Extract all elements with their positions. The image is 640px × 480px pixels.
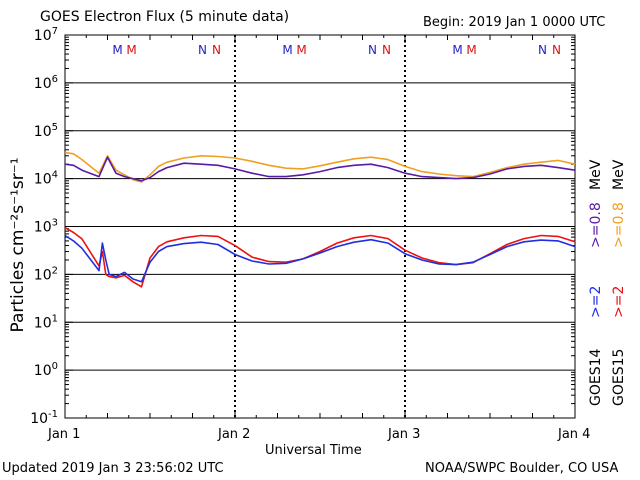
x-tick-label: Jan 1 [48,427,81,442]
marker-m: M [452,43,462,57]
goes14-ge08-label: >=0.8 [588,202,604,248]
x-axis-label: Universal Time [265,443,362,458]
goes14-ge2-label: >=2 [588,285,604,318]
y-tick-label: 100 [34,361,58,379]
series-goes15-ge08 [64,151,576,183]
chart-title: GOES Electron Flux (5 minute data) [40,9,290,25]
x-tick-label: Jan 3 [388,427,421,442]
goes15-label: GOES15 [611,348,627,406]
marker-m: M [296,43,306,57]
marker-m: M [282,43,292,57]
y-tick-label: 101 [34,313,58,331]
marker-m: M [466,43,476,57]
goes15-ge2-label: >=2 [611,285,627,318]
unit-label-goes14: MeV [588,159,604,190]
goes14-label: GOES14 [588,348,604,406]
unit-label-goes15: MeV [611,159,627,190]
credit-label: NOAA/SWPC Boulder, CO USA [425,461,619,476]
series-goes14-ge2 [64,234,576,283]
y-tick-label: 107 [34,26,58,44]
marker-n: N [382,43,391,57]
x-tick-label: Jan 4 [558,427,591,442]
marker-n: N [538,43,547,57]
y-tick-label: 105 [34,122,58,140]
marker-m: M [112,43,122,57]
y-tick-label: 103 [34,218,58,236]
begin-time-label: Begin: 2019 Jan 1 0000 UTC [423,15,606,30]
y-tick-label: 102 [34,265,58,283]
y-axis-label: Particles cm⁻²s⁻¹sr⁻¹ [8,157,28,333]
goes15-ge08-label: >=0.8 [611,202,627,248]
marker-n: N [368,43,377,57]
marker-n: N [198,43,207,57]
series-goes15-ge2 [64,226,576,288]
x-tick-label: Jan 2 [218,427,251,442]
marker-m: M [126,43,136,57]
y-tick-label: 104 [34,170,58,188]
series-goes14-ge08 [64,156,576,182]
marker-n: N [212,43,221,57]
y-tick-label: 106 [34,74,58,92]
y-tick-label: 10-1 [30,409,58,427]
marker-n: N [552,43,561,57]
updated-timestamp: Updated 2019 Jan 3 23:56:02 UTC [2,461,224,476]
